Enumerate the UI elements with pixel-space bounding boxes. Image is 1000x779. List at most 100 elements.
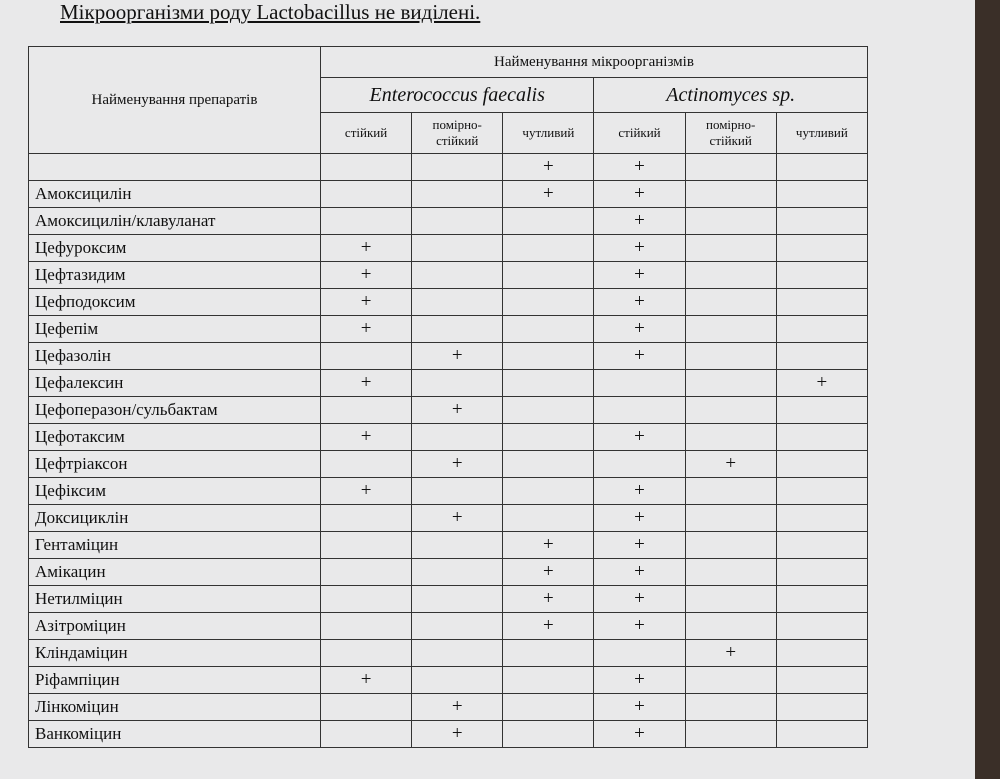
drug-name: Нетилміцин <box>28 585 321 613</box>
result-cell <box>775 153 869 181</box>
result-cell: + <box>593 666 686 694</box>
result-cell <box>684 261 777 289</box>
result-cell <box>411 666 504 694</box>
result-cell <box>502 639 595 667</box>
table-row: Ріфампіцин + + <box>28 666 869 694</box>
result-cell <box>319 504 413 532</box>
table-row: Цефазолін + + <box>28 342 869 370</box>
result-cell: + <box>319 261 413 289</box>
result-cell <box>684 288 777 316</box>
result-cell <box>502 477 595 505</box>
result-cell <box>411 153 504 181</box>
result-cell <box>319 585 413 613</box>
result-cell <box>593 369 686 397</box>
result-cell: + <box>411 720 504 748</box>
group-header: Найменування мікроорганізмів <box>319 46 869 78</box>
result-cell <box>775 207 869 235</box>
result-cell: + <box>502 558 595 586</box>
drug-name <box>28 153 321 181</box>
result-cell <box>411 639 504 667</box>
table-row: Лінкоміцин + + <box>28 693 869 721</box>
result-cell <box>319 693 413 721</box>
organism-header: Enterococcus faecalis <box>319 77 595 113</box>
result-cell <box>411 369 504 397</box>
result-cell: + <box>502 180 595 208</box>
result-cell <box>775 396 869 424</box>
result-cell: + <box>319 234 413 262</box>
result-cell <box>684 207 777 235</box>
result-cell: + <box>593 180 686 208</box>
result-cell <box>502 423 595 451</box>
drug-name: Ванкоміцин <box>28 720 321 748</box>
result-cell <box>775 450 869 478</box>
drug-column-header: Найменування препаратів <box>28 46 321 154</box>
result-cell <box>593 639 686 667</box>
result-cell: + <box>411 342 504 370</box>
result-cell <box>684 531 777 559</box>
drug-name: Цефуроксим <box>28 234 321 262</box>
result-cell <box>775 234 869 262</box>
table-row: Цефіксим + + <box>28 477 869 505</box>
table-row: Доксициклін + + <box>28 504 869 532</box>
result-cell <box>411 477 504 505</box>
result-cell <box>775 288 869 316</box>
result-cell <box>411 558 504 586</box>
result-cell <box>502 396 595 424</box>
result-cell: + <box>593 693 686 721</box>
result-cell <box>684 666 777 694</box>
result-cell: + <box>684 639 777 667</box>
result-cell <box>775 585 869 613</box>
level-header: стійкий <box>319 112 413 154</box>
result-cell <box>502 234 595 262</box>
result-cell <box>502 720 595 748</box>
result-cell: + <box>593 342 686 370</box>
result-cell <box>411 207 504 235</box>
result-cell <box>502 450 595 478</box>
result-cell <box>775 180 869 208</box>
table-row: Нетилміцин + + <box>28 585 869 613</box>
result-cell: + <box>319 369 413 397</box>
result-cell <box>502 504 595 532</box>
drug-name: Цефподоксим <box>28 288 321 316</box>
table-row: Цефподоксим + + <box>28 288 869 316</box>
drug-name: Цефазолін <box>28 342 321 370</box>
result-cell <box>502 666 595 694</box>
result-cell: + <box>502 612 595 640</box>
drug-name: Ріфампіцин <box>28 666 321 694</box>
result-cell <box>502 315 595 343</box>
result-cell <box>775 612 869 640</box>
result-cell <box>684 342 777 370</box>
table-row: Цефалексин + + <box>28 369 869 397</box>
result-cell <box>502 693 595 721</box>
result-cell <box>775 558 869 586</box>
level-header: стійкий <box>593 112 686 154</box>
organism-header: Actinomyces sp. <box>593 77 868 113</box>
table-row: Цефоперазон/сульбактам + <box>28 396 869 424</box>
drug-name: Доксициклін <box>28 504 321 532</box>
result-cell <box>502 288 595 316</box>
result-cell <box>775 315 869 343</box>
result-cell <box>319 342 413 370</box>
result-cell <box>775 342 869 370</box>
result-cell <box>319 531 413 559</box>
table-row: Гентаміцин + + <box>28 531 869 559</box>
result-cell <box>319 396 413 424</box>
result-cell <box>775 666 869 694</box>
result-cell <box>319 639 413 667</box>
result-cell <box>593 450 686 478</box>
result-cell <box>684 153 777 181</box>
result-cell <box>411 612 504 640</box>
table-row: Цефотаксим + + <box>28 423 869 451</box>
result-cell: + <box>319 477 413 505</box>
result-cell <box>684 315 777 343</box>
table-row: Амоксицилін + + <box>28 180 869 208</box>
drug-name: Лінкоміцин <box>28 693 321 721</box>
result-cell <box>411 315 504 343</box>
result-cell <box>411 423 504 451</box>
table-row: Цефтріаксон + + <box>28 450 869 478</box>
result-cell <box>502 369 595 397</box>
table-row: Амікацин + + <box>28 558 869 586</box>
drug-name: Цефоперазон/сульбактам <box>28 396 321 424</box>
result-cell <box>684 234 777 262</box>
result-cell: + <box>593 234 686 262</box>
